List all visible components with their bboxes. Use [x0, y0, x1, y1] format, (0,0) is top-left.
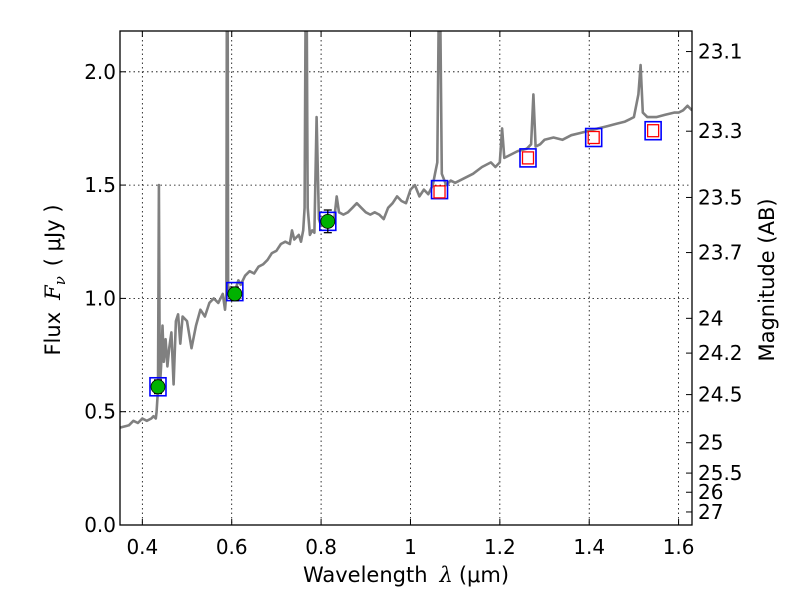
mag-tick-label: 25.5: [698, 461, 743, 485]
x-tick-label: 1.6: [663, 535, 695, 559]
grid-lines: [120, 31, 692, 526]
model-band-box: [430, 179, 449, 200]
x-tick-label: 1.2: [484, 535, 516, 559]
x-tick-label: 1.4: [573, 535, 605, 559]
plot-frame: [119, 30, 693, 526]
x-tick-label: 0.4: [126, 535, 158, 559]
spectrum-line: [120, 31, 692, 429]
mag-tick-label: 23.1: [698, 40, 743, 64]
mag-tick-label: 25: [698, 431, 723, 455]
mag-tick-label: 27: [698, 500, 723, 524]
y-tick-label: 2.0: [84, 60, 116, 84]
y-tick-label: 0.0: [84, 513, 116, 537]
mag-tick-label: 26: [698, 480, 723, 504]
mag-tick-label: 23.5: [698, 185, 743, 209]
x-axis-label: Wavelength λ (μm): [303, 563, 509, 587]
predicted-flux-box: [433, 185, 446, 199]
x-tick-label: 1: [404, 535, 417, 559]
x-tick-label: 0.8: [305, 535, 337, 559]
observed-point: [320, 213, 336, 229]
y-axis-label: FluxFν( μJy ): [41, 204, 69, 355]
y2-axis-label: Magnitude (AB): [755, 198, 779, 361]
points-layer: [149, 120, 662, 397]
mag-tick-label: 23.7: [698, 241, 743, 265]
observed-point: [227, 286, 243, 302]
series-layer: [120, 31, 692, 429]
x-tick-label: 0.6: [216, 535, 248, 559]
observed-point: [150, 379, 166, 395]
y-tick-label: 1.5: [84, 173, 116, 197]
predicted-flux-box: [587, 130, 600, 145]
mag-tick-label: 24: [698, 306, 723, 330]
mag-tick-label: 24.2: [698, 341, 743, 365]
y-tick-label: 1.0: [84, 286, 116, 310]
model-band-box: [644, 120, 662, 141]
model-band-box: [519, 148, 537, 168]
predicted-flux-box: [646, 124, 660, 138]
model-band-box: [149, 376, 167, 397]
y-tick-label: 0.5: [84, 400, 116, 424]
mag-tick-label: 24.5: [698, 383, 743, 407]
axis-ticks: 0.4 0.6 0.8 1 1.2 1.4 1.6 0.0 0.5 1.0 1.5 2.0 23.1 23…: [84, 31, 743, 559]
predicted-flux-box: [521, 151, 535, 165]
model-band-box: [584, 127, 603, 148]
mag-tick-label: 23.3: [698, 119, 743, 143]
